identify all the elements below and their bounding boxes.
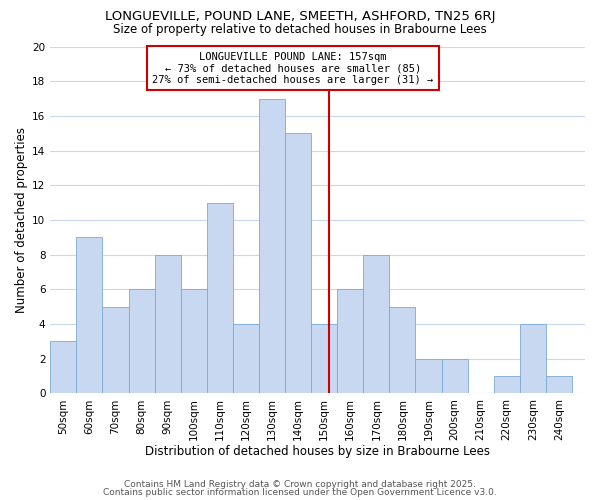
Text: Contains public sector information licensed under the Open Government Licence v3: Contains public sector information licen…: [103, 488, 497, 497]
Bar: [546, 376, 572, 394]
Bar: [311, 324, 337, 394]
Bar: [259, 98, 285, 394]
Bar: [128, 290, 155, 394]
Bar: [415, 359, 442, 394]
Y-axis label: Number of detached properties: Number of detached properties: [15, 127, 28, 313]
Bar: [50, 342, 76, 394]
Bar: [337, 290, 363, 394]
Bar: [389, 306, 415, 394]
Bar: [442, 359, 467, 394]
Bar: [494, 376, 520, 394]
Text: Size of property relative to detached houses in Brabourne Lees: Size of property relative to detached ho…: [113, 22, 487, 36]
Bar: [207, 202, 233, 394]
Bar: [285, 133, 311, 394]
Bar: [76, 238, 103, 394]
Bar: [181, 290, 207, 394]
Text: Contains HM Land Registry data © Crown copyright and database right 2025.: Contains HM Land Registry data © Crown c…: [124, 480, 476, 489]
Bar: [103, 306, 128, 394]
X-axis label: Distribution of detached houses by size in Brabourne Lees: Distribution of detached houses by size …: [145, 444, 490, 458]
Bar: [520, 324, 546, 394]
Bar: [363, 254, 389, 394]
Text: LONGUEVILLE POUND LANE: 157sqm
← 73% of detached houses are smaller (85)
27% of : LONGUEVILLE POUND LANE: 157sqm ← 73% of …: [152, 52, 433, 85]
Bar: [233, 324, 259, 394]
Bar: [155, 254, 181, 394]
Text: LONGUEVILLE, POUND LANE, SMEETH, ASHFORD, TN25 6RJ: LONGUEVILLE, POUND LANE, SMEETH, ASHFORD…: [105, 10, 495, 23]
